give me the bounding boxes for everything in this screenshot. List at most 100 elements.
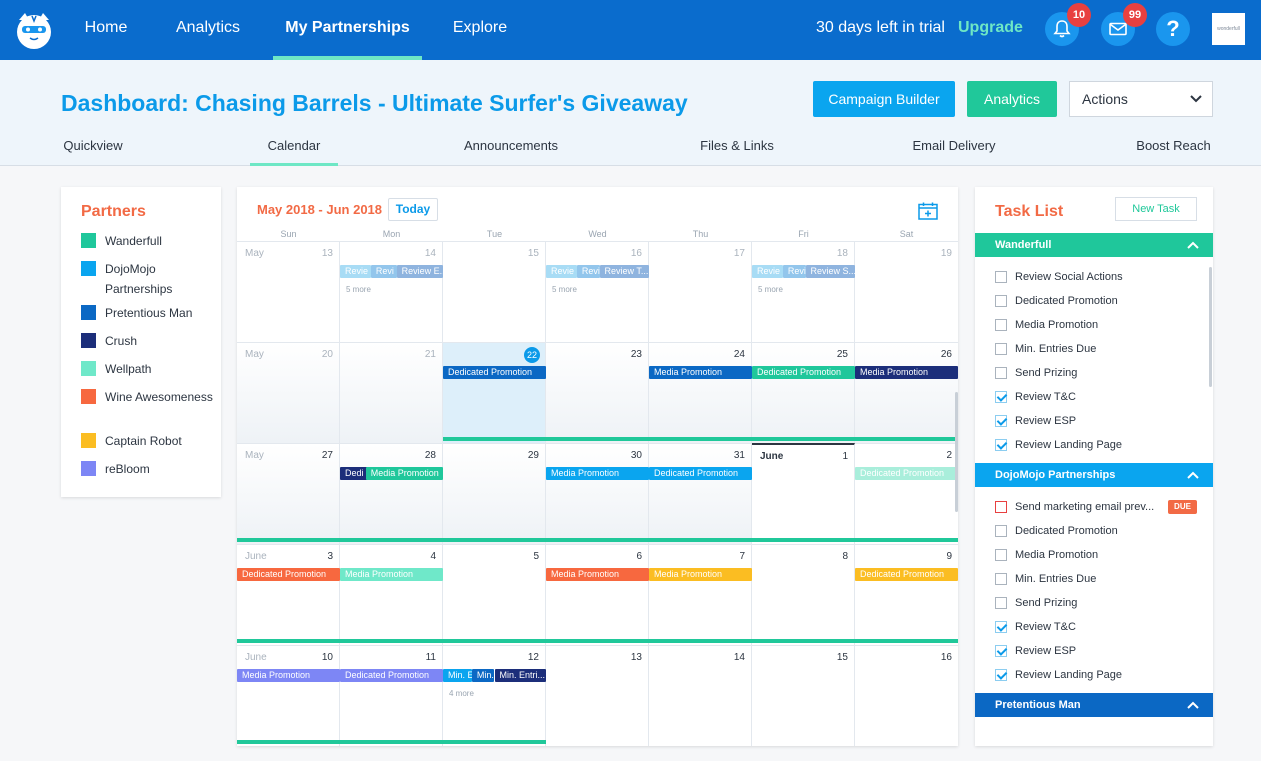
calendar-day[interactable]: 12 4 more (443, 645, 546, 746)
task-checkbox[interactable] (995, 319, 1007, 331)
task-checkbox[interactable] (995, 295, 1007, 307)
calendar-event[interactable]: Media Promotion (649, 366, 752, 379)
task-checkbox[interactable] (995, 271, 1007, 283)
calendar-day[interactable]: 14 5 more (340, 241, 443, 342)
today-button[interactable]: Today (388, 198, 438, 221)
task-checkbox[interactable] (995, 367, 1007, 379)
task-checkbox[interactable] (995, 525, 1007, 537)
calendar-event[interactable]: Min. Entri... (494, 669, 546, 682)
calendar-day[interactable]: 31 (649, 443, 752, 544)
task-checkbox[interactable] (995, 501, 1007, 513)
more-events-link[interactable]: 5 more (552, 285, 577, 294)
calendar-event[interactable]: Min. (471, 669, 495, 682)
calendar-event[interactable]: Revi (782, 265, 806, 278)
calendar-day[interactable]: 26 (855, 342, 958, 443)
calendar-day[interactable]: 16 5 more (546, 241, 649, 342)
calendar-event[interactable]: Media Promotion (340, 568, 443, 581)
task-checkbox[interactable] (995, 549, 1007, 561)
calendar-day[interactable]: 15 (443, 241, 546, 342)
calendar-day[interactable]: 29 (443, 443, 546, 544)
calendar-event[interactable]: Review S... (805, 265, 855, 278)
calendar-day[interactable]: June 10 (237, 645, 340, 746)
task-group-header[interactable]: DojoMojo Partnerships (975, 463, 1213, 487)
calendar-day[interactable]: May 27 (237, 443, 340, 544)
calendar-day[interactable]: 8 (752, 544, 855, 645)
calendar-event[interactable]: Dedicated Promotion (443, 366, 546, 379)
add-calendar-event-icon[interactable] (918, 202, 938, 220)
task-checkbox[interactable] (995, 415, 1007, 427)
calendar-day[interactable]: May 20 (237, 342, 340, 443)
calendar-day[interactable]: 9 (855, 544, 958, 645)
task-checkbox[interactable] (995, 645, 1007, 657)
calendar-scrollbar[interactable] (955, 392, 958, 512)
calendar-event[interactable]: Dedicated Promotion (855, 467, 958, 480)
calendar-day[interactable]: May 13 (237, 241, 340, 342)
task-checkbox[interactable] (995, 391, 1007, 403)
task-checkbox[interactable] (995, 439, 1007, 451)
nav-explore[interactable]: Explore (452, 19, 508, 36)
calendar-event[interactable]: Media Promotion (855, 366, 958, 379)
calendar-event[interactable]: Revie (546, 265, 577, 278)
calendar-event[interactable]: Media Promotion (546, 467, 649, 480)
calendar-day[interactable]: 18 5 more (752, 241, 855, 342)
tiger-logo-icon[interactable] (12, 8, 56, 52)
calendar-event[interactable]: Dedicated Promotion (237, 568, 340, 581)
calendar-day[interactable]: 30 (546, 443, 649, 544)
tab-email-delivery[interactable]: Email Delivery (912, 138, 996, 153)
analytics-button[interactable]: Analytics (967, 81, 1057, 117)
campaign-builder-button[interactable]: Campaign Builder (813, 81, 955, 117)
calendar-day[interactable]: 13 (546, 645, 649, 746)
tab-quickview[interactable]: Quickview (63, 138, 123, 153)
calendar-day[interactable]: 7 (649, 544, 752, 645)
actions-dropdown[interactable]: Actions (1069, 81, 1213, 117)
calendar-day[interactable]: 16 (855, 645, 958, 746)
calendar-event[interactable]: Media Promotion (546, 568, 649, 581)
calendar-event[interactable]: Review E... (396, 265, 443, 278)
calendar-day[interactable]: 24 (649, 342, 752, 443)
calendar-event[interactable]: Revi (370, 265, 397, 278)
calendar-day[interactable]: 15 (752, 645, 855, 746)
messages-button[interactable]: 99 (1101, 3, 1147, 46)
calendar-event[interactable]: Revie (752, 265, 783, 278)
calendar-day[interactable]: 14 (649, 645, 752, 746)
calendar-day[interactable]: 6 (546, 544, 649, 645)
task-checkbox[interactable] (995, 597, 1007, 609)
calendar-day[interactable]: 17 (649, 241, 752, 342)
task-checkbox[interactable] (995, 573, 1007, 585)
calendar-day[interactable]: 25 (752, 342, 855, 443)
calendar-event[interactable]: Media Promotion (365, 467, 443, 480)
brand-logo[interactable]: wonderfull (1212, 13, 1245, 45)
tab-calendar[interactable]: Calendar (250, 138, 338, 166)
nav-my-partnerships[interactable]: My Partnerships (273, 0, 422, 60)
calendar-event[interactable]: Dedi (340, 467, 371, 480)
calendar-event[interactable]: Media Promotion (237, 669, 340, 682)
calendar-day[interactable]: 5 (443, 544, 546, 645)
notifications-button[interactable]: 10 (1045, 3, 1091, 46)
calendar-day[interactable]: 22 (443, 342, 546, 443)
tab-boost-reach[interactable]: Boost Reach (1136, 138, 1211, 153)
calendar-event[interactable]: Dedicated Promotion (855, 568, 958, 581)
task-group-header[interactable]: Wanderfull (975, 233, 1213, 257)
calendar-day[interactable]: 23 (546, 342, 649, 443)
more-events-link[interactable]: 5 more (758, 285, 783, 294)
calendar-day[interactable]: June 3 (237, 544, 340, 645)
calendar-event[interactable]: Dedicated Promotion (752, 366, 855, 379)
more-events-link[interactable]: 5 more (346, 285, 371, 294)
task-group-header[interactable]: Pretentious Man (975, 693, 1213, 717)
calendar-event[interactable]: Min. E (443, 669, 472, 682)
new-task-button[interactable]: New Task (1115, 197, 1197, 221)
task-checkbox[interactable] (995, 621, 1007, 633)
task-checkbox[interactable] (995, 343, 1007, 355)
tab-files-links[interactable]: Files & Links (700, 138, 774, 153)
calendar-day[interactable]: 11 (340, 645, 443, 746)
nav-home[interactable]: Home (84, 19, 128, 36)
nav-analytics[interactable]: Analytics (175, 19, 241, 36)
calendar-day[interactable]: 28 (340, 443, 443, 544)
calendar-day[interactable]: 2 (855, 443, 958, 544)
calendar-day[interactable]: June 1 (752, 443, 855, 544)
tab-announcements[interactable]: Announcements (464, 138, 558, 153)
calendar-event[interactable]: Dedicated Promotion (340, 669, 443, 682)
task-list-scrollbar[interactable] (1209, 267, 1212, 387)
help-button[interactable]: ? (1156, 12, 1190, 46)
calendar-event[interactable]: Media Promotion (649, 568, 752, 581)
